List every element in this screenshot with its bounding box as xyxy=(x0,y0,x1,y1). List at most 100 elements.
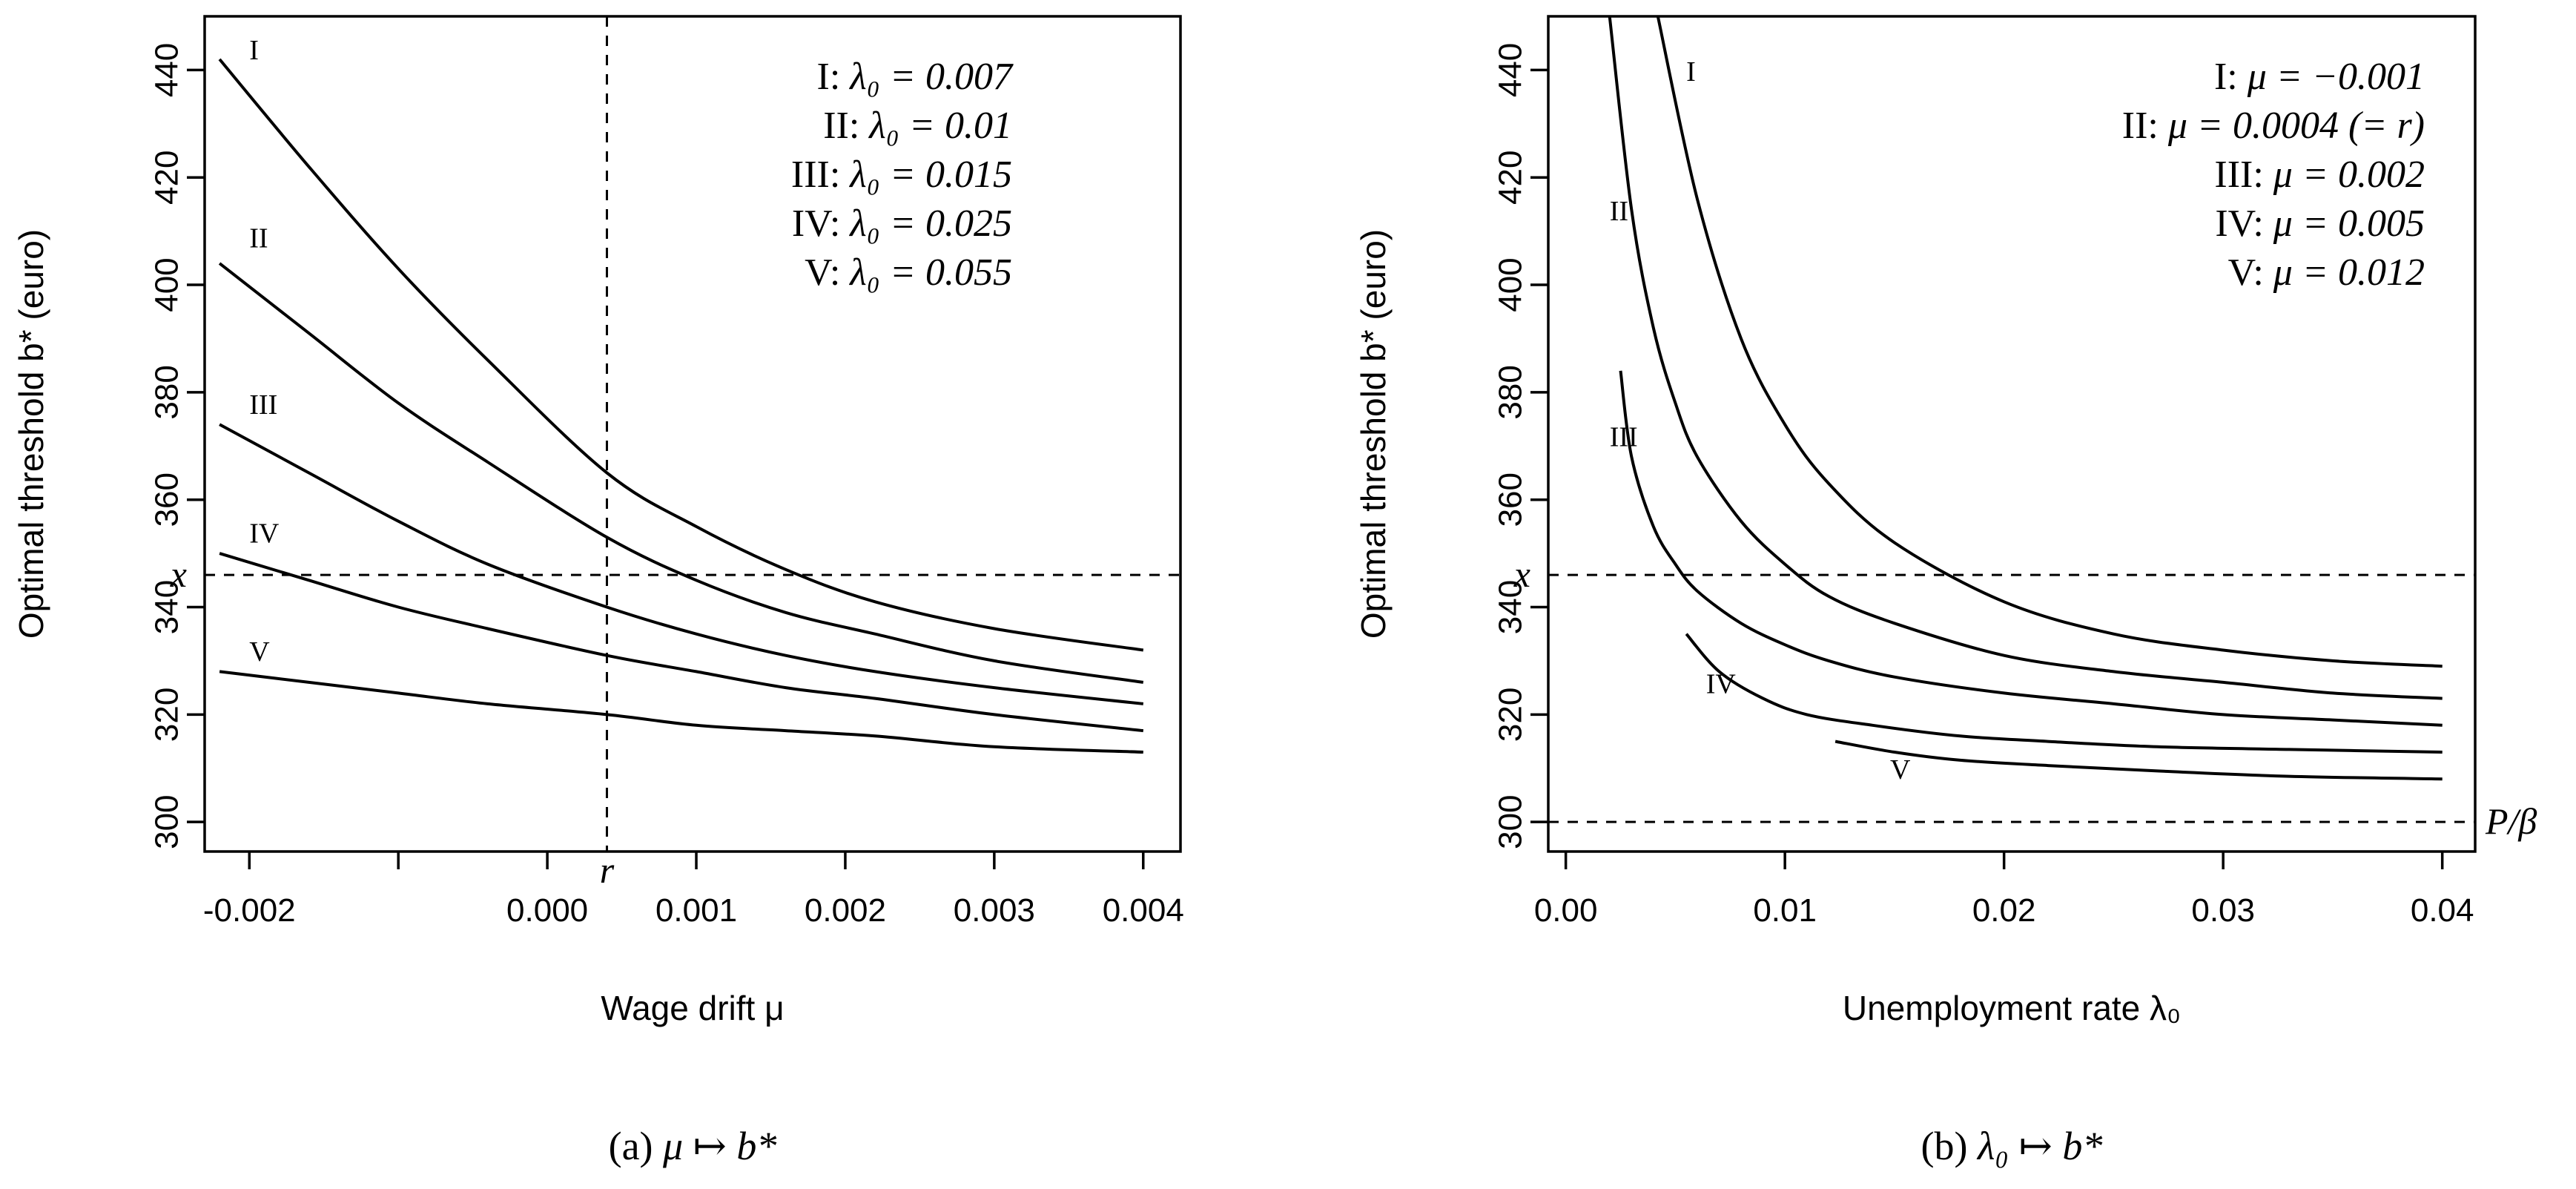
panel-a-ytick-label-360: 360 xyxy=(149,472,185,527)
panel-a-legend-colon: : xyxy=(830,56,850,98)
panel-b-legend-id-III: III xyxy=(2214,154,2253,196)
panel-a-series-V xyxy=(219,670,1143,754)
panel-a-hline-label-0: x xyxy=(170,553,187,595)
panel-a-xtick-label-2: 0.000 xyxy=(506,892,588,929)
panel-a-caption-math: μ ↦ b* xyxy=(662,1124,776,1168)
panel-a-ytick-label-440: 440 xyxy=(149,43,185,97)
panel-b-legend-entry-II: II: μ = 0.0004 (= r) xyxy=(2122,105,2425,147)
panel-a-legend-id-V: V xyxy=(805,251,832,294)
panel-a-caption-label: (a) xyxy=(609,1124,653,1168)
panel-b-legend-entry-IV: IV: μ = 0.005 xyxy=(2215,202,2425,245)
panel-b-legend-entry-V: V: μ = 0.012 xyxy=(2228,251,2425,294)
panel-b-hline-label-1: P/β xyxy=(2485,800,2537,842)
panel-a-xtick-label-3: 0.001 xyxy=(655,892,737,929)
panel-b-legend-id-II: II xyxy=(2122,105,2148,147)
panel-a-xlabel: Wage drift μ xyxy=(601,989,784,1027)
panel-a-legend-text-III: λ₀ = 0.015 xyxy=(848,154,1012,196)
panel-a-legend-entry-III: III: λ₀ = 0.015 xyxy=(791,154,1012,196)
panel-a-ytick-label-340: 340 xyxy=(149,580,185,634)
panel-a-xtick-label-0: -0.002 xyxy=(203,892,296,929)
panel-a-legend-id-IV: IV xyxy=(792,202,832,245)
panel-a-legend-entry-II: II: λ₀ = 0.01 xyxy=(823,105,1012,147)
panel-a-legend-entry-V: V: λ₀ = 0.055 xyxy=(805,251,1012,294)
panel-b-legend-id-V: V xyxy=(2228,251,2256,294)
panel-b-series-III xyxy=(1619,370,2443,727)
panel-a-legend-text-V: λ₀ = 0.055 xyxy=(848,251,1012,294)
panel-b-legend-colon: : xyxy=(2253,202,2273,245)
panel-a-legend-text-I: λ₀ = 0.007 xyxy=(848,56,1014,98)
panel-b-ytick-label-300: 300 xyxy=(1493,794,1529,849)
panel-b-ytick-label-380: 380 xyxy=(1493,365,1529,419)
panel-b-xtick-label-3: 0.03 xyxy=(2191,892,2255,929)
panel-b-legend-colon: : xyxy=(2253,154,2273,196)
panel-b-series-I xyxy=(1656,16,2443,668)
panel-b-series-II xyxy=(1608,16,2443,700)
panel-a-series-label-II: II xyxy=(249,223,268,254)
panel-a-legend-id-I: I xyxy=(817,56,830,98)
panel-b-legend-id-IV: IV xyxy=(2215,202,2255,245)
panel-b-legend-entry-I: I: μ = −0.001 xyxy=(2214,56,2425,98)
panel-a-series-label-I: I xyxy=(249,35,259,66)
panel-b-legend-text-II: μ = 0.0004 (= r) xyxy=(2167,105,2425,147)
panel-a-legend-colon: : xyxy=(849,105,869,147)
panel-b-legend-colon: : xyxy=(2253,251,2273,294)
panel-b-series-label-IV: IV xyxy=(1706,668,1737,699)
panel-b-series-label-V: V xyxy=(1890,754,1911,785)
panel-a-ylabel: Optimal threshold b* (euro) xyxy=(12,229,50,639)
panel-a-group: 300 320 340 360 380 400 420 440 -0.002 0.000 0.001… xyxy=(12,15,1184,1168)
panel-b-series-label-II: II xyxy=(1610,196,1628,227)
panel-a-ytick-label-300: 300 xyxy=(149,794,185,849)
panel-b-legend-text-III: μ = 0.002 xyxy=(2273,154,2425,196)
panel-b-ytick-label-320: 320 xyxy=(1493,688,1529,742)
panel-a-caption-gap xyxy=(653,1124,664,1168)
panel-a-series-IV xyxy=(219,552,1144,733)
panel-b-ytick-label-340: 340 xyxy=(1493,580,1529,634)
panel-a-ytick-label-400: 400 xyxy=(149,257,185,312)
panel-b-ytick-label-360: 360 xyxy=(1493,472,1529,527)
panel-a-xtick-label-4: 0.002 xyxy=(805,892,886,929)
panel-a-legend-colon: : xyxy=(830,251,850,294)
panel-b-caption-label: (b) xyxy=(1921,1124,1968,1168)
panel-a-legend-id-III: III xyxy=(791,154,830,196)
panel-b-legend-entry-III: III: μ = 0.002 xyxy=(2214,154,2425,196)
panel-b-legend-text-IV: μ = 0.005 xyxy=(2273,202,2425,245)
panel-b-caption-math: λ₀ ↦ b* xyxy=(1976,1124,2102,1168)
panel-b-series-IV xyxy=(1685,633,2443,754)
panel-b-xtick-label-1: 0.01 xyxy=(1753,892,1817,929)
panel-b-xtick-label-0: 0.00 xyxy=(1534,892,1598,929)
panel-b-ylabel: Optimal threshold b* (euro) xyxy=(1354,229,1393,639)
panel-b-xtick-label-4: 0.04 xyxy=(2411,892,2474,929)
panel-a-legend-text-IV: λ₀ = 0.025 xyxy=(848,202,1012,245)
panel-b-ytick-label-420: 420 xyxy=(1493,151,1529,205)
panel-a-legend-text-II: λ₀ = 0.01 xyxy=(868,105,1012,147)
panel-a-series-II xyxy=(218,262,1144,684)
panel-b-legend-colon: : xyxy=(2227,56,2247,98)
panel-b-xtick-label-2: 0.02 xyxy=(1972,892,2036,929)
panel-b-plot-frame xyxy=(1547,15,2477,853)
panel-b-caption-gap xyxy=(1968,1124,1978,1168)
panel-a-series-III xyxy=(219,423,1144,705)
panel-b-xlabel: Unemployment rate λ₀ xyxy=(1843,989,2181,1027)
panel-b-ytick-label-440: 440 xyxy=(1493,43,1529,97)
panel-a-ytick-label-320: 320 xyxy=(149,688,185,742)
panel-b-series-V xyxy=(1834,740,2443,781)
panel-a-series-label-V: V xyxy=(249,636,270,668)
panel-a-series-label-III: III xyxy=(249,389,277,421)
panel-b-legend-text-V: μ = 0.012 xyxy=(2273,251,2425,294)
panel-b-series-label-III: III xyxy=(1610,421,1638,452)
panel-a-legend-entry-IV: IV: λ₀ = 0.025 xyxy=(792,202,1012,245)
panel-a-series-label-IV: IV xyxy=(249,518,280,550)
panel-a-legend-entry-I: I: λ₀ = 0.007 xyxy=(817,56,1014,98)
panel-a-plot-frame xyxy=(203,15,1182,853)
panel-a-series-I xyxy=(218,58,1144,652)
panel-b-legend-colon: : xyxy=(2147,105,2167,147)
panel-b-legend-text-I: μ = −0.001 xyxy=(2247,56,2425,98)
panel-b-group: 300 320 340 360 380 400 420 440 0.00 0.01 0.02 0.03… xyxy=(1354,15,2537,1168)
panel-b-hline-label-0: x xyxy=(1513,553,1530,595)
panel-b-caption: (b) λ₀ ↦ b* xyxy=(1921,1124,2103,1168)
panel-a-vline-label-0: r xyxy=(600,849,615,891)
panel-a-caption: (a) μ ↦ b* xyxy=(609,1124,777,1168)
panel-b-legend-id-I: I xyxy=(2214,56,2227,98)
panel-a-ytick-label-380: 380 xyxy=(149,365,185,419)
panel-a-ytick-label-420: 420 xyxy=(149,151,185,205)
